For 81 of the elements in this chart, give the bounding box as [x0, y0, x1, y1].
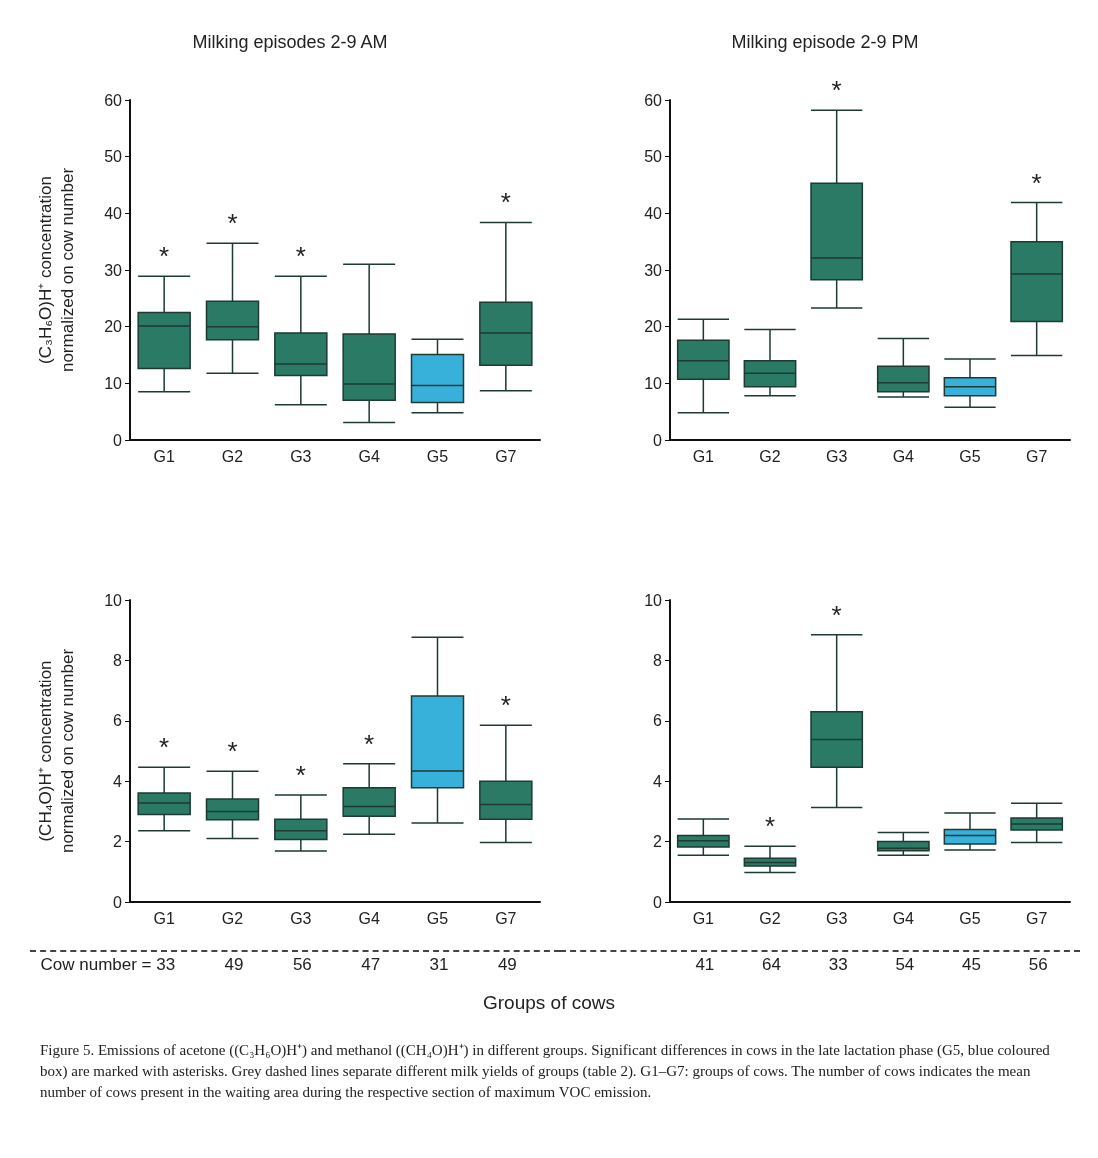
y-tick-label: 6: [653, 712, 663, 730]
x-tick-label: G7: [495, 447, 517, 465]
x-tick-label: G1: [692, 909, 715, 927]
y-tick-label: 10: [104, 591, 123, 609]
caption: Figure 5. Emissions of acetone ((C₃H₆O)H⁺) and methanol ((CH₄O)H⁺) in different groups. Significant differences in cows in the late lactation phase (G5, blue coloured box) are marked with asterisks. Grey dashed lines separate different milk yields of groups (table 2). G1–G7: groups of cows. The number of cows indicates the mean number of cows present in the waiting area during the respective section of maximum VOC emission.: [40, 1041, 1051, 1102]
x-tick-label: G1: [153, 447, 175, 465]
y-tick-label: 50: [104, 148, 123, 166]
y-axis-title: (CH₄O)H⁺ concentration normalized on cow number: [35, 648, 77, 854]
text: 49: [497, 954, 517, 974]
chart-title: Milking episodes 2-9 AM: [192, 32, 388, 52]
x-tick-label: G5: [959, 909, 981, 927]
y-tick-label: 30: [644, 261, 663, 279]
annotation: *: [159, 732, 170, 763]
annotation: *: [295, 760, 306, 791]
y-tick-label: 20: [104, 318, 123, 336]
y-tick-label: 2: [653, 833, 663, 851]
y-tick-label: 10: [104, 374, 123, 392]
x-tick-label: G4: [892, 447, 915, 465]
text: 64: [762, 954, 781, 974]
y-tick-label: 8: [113, 651, 123, 669]
y-tick-label: 10: [644, 374, 663, 392]
annotation: *: [295, 241, 306, 272]
y-tick-label: 4: [113, 772, 123, 790]
text: 47: [361, 954, 381, 974]
x-tick-label: G3: [825, 447, 848, 465]
y-tick-label: 40: [644, 204, 663, 222]
x-tick-label: G4: [358, 909, 380, 927]
text: 31: [429, 954, 449, 974]
annotation: *: [831, 599, 842, 630]
y-tick-label: 2: [113, 833, 123, 851]
annotation: *: [227, 208, 238, 239]
text: 41: [695, 954, 715, 974]
y-tick-label: 60: [644, 91, 663, 109]
y-tick-label: 10: [644, 591, 663, 609]
y-tick-label: 50: [644, 148, 663, 166]
y-tick-label: 0: [653, 893, 663, 911]
chart-title: Milking episode 2-9 PM: [731, 32, 919, 52]
y-tick-label: 40: [104, 204, 123, 222]
x-tick-label: G4: [358, 447, 380, 465]
y-tick-label: 30: [104, 261, 123, 279]
text: Cow number = 33: [40, 954, 176, 974]
x-tick-label: G2: [221, 909, 244, 927]
x-tick-label: G3: [825, 909, 848, 927]
y-tick-label: 0: [653, 431, 663, 449]
annotation: *: [500, 690, 511, 721]
x-tick-label: G2: [759, 909, 781, 927]
annotation: *: [500, 187, 511, 218]
text: 45: [962, 954, 981, 974]
annotation: *: [159, 241, 170, 272]
x-tick-label: G5: [959, 447, 981, 465]
x-tick-label: G7: [1025, 909, 1048, 927]
text: 56: [292, 954, 312, 974]
x-tick-label: G7: [495, 909, 517, 927]
y-tick-label: 60: [104, 91, 123, 109]
annotation: *: [364, 728, 375, 759]
y-tick-label: 4: [653, 772, 663, 790]
annotation: *: [831, 75, 842, 106]
text: 33: [828, 954, 848, 974]
y-tick-label: 20: [644, 318, 663, 336]
x-tick-label: G1: [153, 909, 175, 927]
x-tick-label: G3: [290, 909, 312, 927]
text: 56: [1028, 954, 1048, 974]
x-tick-label: G7: [1025, 447, 1048, 465]
text: 49: [224, 954, 244, 974]
x-tick-label: G3: [290, 447, 312, 465]
y-axis-title: (C₃H₆O)H⁺ concentration normalized on cow number: [35, 167, 77, 373]
x-tick-label: G1: [692, 447, 715, 465]
x-tick-label: G2: [759, 447, 781, 465]
y-tick-label: 0: [113, 431, 123, 449]
y-tick-label: 6: [113, 712, 123, 730]
annotation: *: [764, 811, 776, 842]
annotation: *: [1031, 167, 1042, 198]
x-tick-label: G5: [426, 909, 449, 927]
y-tick-label: 8: [653, 651, 663, 669]
x-tick-label: G4: [892, 909, 915, 927]
text: 54: [895, 954, 915, 974]
x-axis-title: Groups of cows: [482, 992, 616, 1014]
x-tick-label: G5: [426, 447, 449, 465]
x-tick-label: G2: [221, 447, 244, 465]
annotation: *: [227, 736, 238, 767]
y-tick-label: 0: [113, 893, 123, 911]
